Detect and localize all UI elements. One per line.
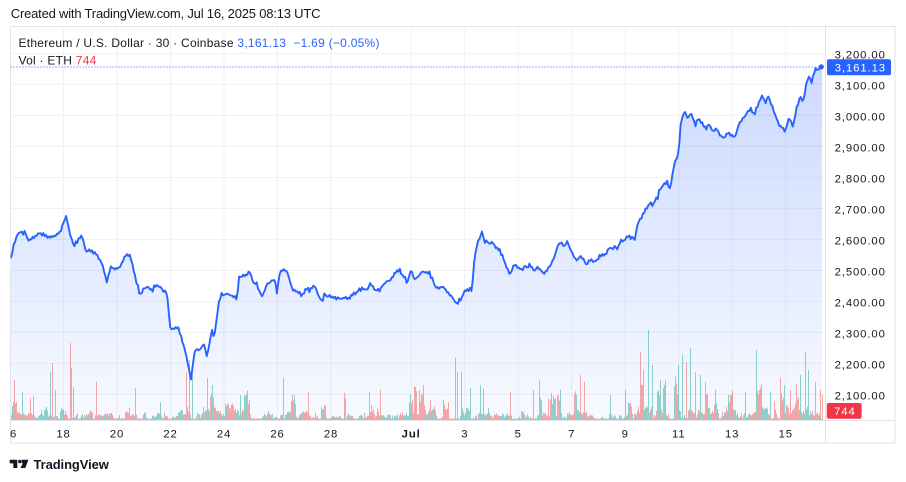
svg-text:20: 20 [110,428,124,440]
svg-text:2,900.00: 2,900.00 [835,142,886,154]
svg-text:13: 13 [725,428,739,440]
svg-text:7: 7 [568,428,575,440]
svg-text:3,161.13: 3,161.13 [835,63,886,75]
svg-text:2,200.00: 2,200.00 [835,359,886,371]
svg-text:2,600.00: 2,600.00 [835,235,886,247]
svg-text:2,500.00: 2,500.00 [835,266,886,278]
svg-text:2,800.00: 2,800.00 [835,173,886,185]
svg-text:Jul: Jul [402,428,421,440]
svg-text:2,100.00: 2,100.00 [835,390,886,402]
svg-text:2,400.00: 2,400.00 [835,297,886,309]
svg-text:3,100.00: 3,100.00 [835,80,886,92]
svg-text:6: 6 [10,428,17,440]
svg-text:11: 11 [672,428,686,440]
svg-text:22: 22 [163,428,177,440]
svg-text:9: 9 [622,428,629,440]
svg-text:5: 5 [515,428,522,440]
svg-text:2,700.00: 2,700.00 [835,204,886,216]
svg-text:28: 28 [324,428,338,440]
svg-text:3,000.00: 3,000.00 [835,111,886,123]
svg-text:744: 744 [834,406,856,418]
svg-text:Vol · ETH 744: Vol · ETH 744 [19,54,97,68]
svg-text:Ethereum / U.S. Dollar · 30 ·: Ethereum / U.S. Dollar · 30 · Coinbase 3… [19,36,380,50]
svg-text:3,200.00: 3,200.00 [835,49,886,61]
svg-text:26: 26 [270,428,284,440]
svg-text:3: 3 [461,428,468,440]
svg-text:15: 15 [779,428,793,440]
svg-text:2,300.00: 2,300.00 [835,328,886,340]
svg-text:TradingView: TradingView [34,457,110,472]
svg-text:Created with TradingView.com,: Created with TradingView.com, Jul 16, 20… [11,6,320,21]
svg-text:18: 18 [56,428,70,440]
svg-text:24: 24 [217,428,231,440]
